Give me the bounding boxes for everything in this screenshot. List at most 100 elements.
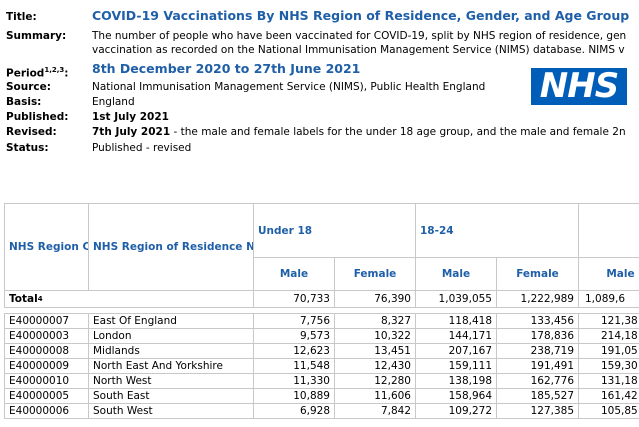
field-value: COVID-19 Vaccinations By NHS Region of R…: [92, 9, 629, 23]
row-value: 191,491: [496, 358, 579, 374]
row-value: 109,272: [415, 403, 497, 419]
label-text: Status:: [6, 142, 49, 154]
row-text: London: [88, 328, 254, 344]
row-value: 12,623: [253, 343, 335, 359]
total-value: 1,089,6: [578, 290, 639, 308]
label-text: Basis:: [6, 96, 42, 108]
field-label: Summary:: [6, 29, 66, 43]
total-value: 1,222,989: [496, 290, 579, 308]
label-text: Title:: [6, 11, 37, 23]
row-value: 10,889: [253, 388, 335, 404]
row-text: E40000006: [4, 403, 89, 419]
row-value: 178,836: [496, 328, 579, 344]
name-header: NHS Region of Residence Name: [88, 203, 254, 291]
field-value: Published - revised: [92, 141, 191, 155]
row-value: 138,198: [415, 373, 497, 389]
row-value: 10,322: [334, 328, 416, 344]
label-suffix: :: [64, 67, 69, 80]
field-label: Status:: [6, 141, 49, 155]
value-text: 1st July 2021: [92, 111, 169, 123]
value-text: 8th December 2020 to 27th June 2021: [92, 61, 361, 76]
row-value: 11,548: [253, 358, 335, 374]
row-value: 159,30: [578, 358, 639, 374]
total-text: Total: [9, 293, 38, 305]
row-text: E40000008: [4, 343, 89, 359]
row-text: E40000010: [4, 373, 89, 389]
row-value: 131,18: [578, 373, 639, 389]
label-text: Summary:: [6, 30, 67, 42]
row-value: 158,964: [415, 388, 497, 404]
total-value: 76,390: [334, 290, 416, 308]
row-value: 207,167: [415, 343, 497, 359]
field-label: Revised:: [6, 125, 57, 139]
row-value: 185,527: [496, 388, 579, 404]
field-label: Source:: [6, 80, 51, 94]
row-text: E40000005: [4, 388, 89, 404]
field-label: Basis:: [6, 95, 41, 109]
row-value: 121,38: [578, 313, 639, 329]
code-header: NHS Region Code: [4, 203, 89, 291]
row-text: E40000007: [4, 313, 89, 329]
row-text: North West: [88, 373, 254, 389]
row-value: 6,928: [253, 403, 335, 419]
row-value: 162,776: [496, 373, 579, 389]
row-text: South East: [88, 388, 254, 404]
group-header: 18-24: [415, 203, 579, 258]
row-value: 238,719: [496, 343, 579, 359]
value-text: Published - revised: [92, 142, 192, 154]
value-text: National Immunisation Management Service…: [92, 81, 486, 93]
row-value: 7,842: [334, 403, 416, 419]
field-value: 1st July 2021: [92, 110, 169, 124]
group-header-cut: [578, 203, 639, 258]
field-value: 7th July 2021 - the male and female labe…: [92, 125, 626, 139]
row-value: 133,456: [496, 313, 579, 329]
field-label: Period1,2,3:: [6, 63, 68, 81]
field-value: England: [92, 95, 135, 109]
row-value: 7,756: [253, 313, 335, 329]
field-label: Title:: [6, 10, 37, 24]
row-value: 11,606: [334, 388, 416, 404]
field-label: Published:: [6, 110, 68, 124]
row-value: 13,451: [334, 343, 416, 359]
row-text: South West: [88, 403, 254, 419]
row-text: E40000009: [4, 358, 89, 374]
sub-header: Female: [496, 257, 579, 291]
row-value: 12,280: [334, 373, 416, 389]
row-value: 144,171: [415, 328, 497, 344]
row-value: 118,418: [415, 313, 497, 329]
label-text: Period: [6, 67, 45, 80]
row-value: 159,111: [415, 358, 497, 374]
label-text: Source:: [6, 81, 51, 93]
value-text: - the male and female labels for the und…: [170, 126, 626, 138]
field-value: The number of people who have been vacci…: [92, 30, 627, 42]
value-bold: 7th July 2021: [92, 126, 171, 138]
sub-header: Male: [415, 257, 497, 291]
sub-header: Female: [334, 257, 416, 291]
row-text: Midlands: [88, 343, 254, 359]
value-text: COVID-19 Vaccinations By NHS Region of R…: [92, 8, 630, 23]
nhs-logo: NHS: [531, 68, 627, 105]
field-value: vaccination as recorded on the National …: [92, 44, 625, 56]
row-value: 127,385: [496, 403, 579, 419]
total-label: Total 4: [4, 290, 254, 308]
label-text: Revised:: [6, 126, 57, 138]
total-value: 1,039,055: [415, 290, 497, 308]
row-text: North East And Yorkshire: [88, 358, 254, 374]
row-value: 12,430: [334, 358, 416, 374]
sub-header: Male: [253, 257, 335, 291]
total-sup: 4: [37, 295, 43, 303]
row-value: 11,330: [253, 373, 335, 389]
row-text: E40000003: [4, 328, 89, 344]
row-text: East Of England: [88, 313, 254, 329]
sub-header: Male: [578, 257, 639, 291]
field-value: National Immunisation Management Service…: [92, 80, 485, 94]
row-value: 105,85: [578, 403, 639, 419]
row-value: 9,573: [253, 328, 335, 344]
value-text: England: [92, 96, 135, 108]
row-value: 161,42: [578, 388, 639, 404]
row-value: 191,05: [578, 343, 639, 359]
field-value: 8th December 2020 to 27th June 2021: [92, 62, 360, 76]
group-header: Under 18: [253, 203, 416, 258]
total-value: 70,733: [253, 290, 335, 308]
